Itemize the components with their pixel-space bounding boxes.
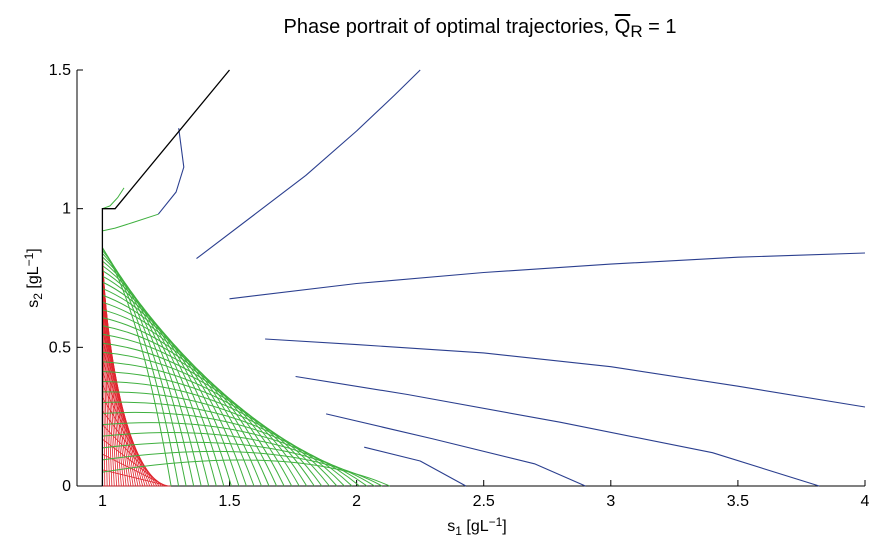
green-trajectory (102, 371, 323, 487)
green-trajectory (102, 361, 315, 487)
green-trajectory (102, 333, 293, 487)
chart-title-subscript: R (630, 22, 642, 41)
chart-title-suffix: = 1 (643, 16, 677, 38)
green-trajectory (102, 213, 159, 232)
blue-trajectory (325, 413, 586, 487)
green-trajectory (102, 432, 368, 487)
x-tick-label: 2.5 (473, 493, 495, 510)
chart-title-main: Phase portrait of optimal trajectories, (283, 16, 614, 38)
blue-trajectory (196, 69, 421, 260)
blue-trajectory (157, 128, 185, 215)
blue-trajectory (295, 375, 820, 487)
green-trajectory (102, 253, 195, 487)
y-tick-label: 0.5 (49, 339, 71, 356)
x-axis-label: s1 [gL−1] (447, 515, 507, 538)
green-trajectory (102, 411, 353, 487)
y-axis-label: s2 [gL−1] (22, 248, 45, 308)
green-trajectory (102, 381, 330, 487)
x-tick-label: 4 (861, 493, 870, 510)
y-tick-label: 1.5 (49, 62, 71, 79)
chart-title: Phase portrait of optimal trajectories, … (283, 16, 676, 41)
blue-trajectory (229, 252, 866, 300)
chart-title-symbol: Q (615, 16, 631, 38)
blue-trajectory (265, 338, 866, 408)
green-trajectory (102, 325, 285, 487)
blue-trajectory (364, 446, 467, 487)
green-trajectory (102, 256, 202, 487)
x-tick-label: 3.5 (727, 493, 749, 510)
x-tick-label: 3 (606, 493, 615, 510)
x-tick-label: 2 (352, 493, 361, 510)
green-trajectory (102, 422, 360, 487)
green-trajectory (102, 351, 308, 487)
x-tick-label: 1 (98, 493, 107, 510)
green-trajectory (102, 391, 338, 487)
green-trajectory (102, 265, 217, 487)
green-trajectory (102, 260, 210, 487)
green-trajectory (102, 187, 125, 210)
red-trajectory (102, 453, 167, 487)
plot-area: 1 1.5 2 2.5 3 3.5 4 0 0.5 1 1.5 (49, 62, 870, 510)
green-trajectory (102, 459, 390, 487)
x-tick-label: 1.5 (218, 493, 240, 510)
y-tick-label: 0 (62, 478, 71, 495)
y-tick-label: 1 (62, 201, 71, 218)
red-trajectory (102, 469, 169, 487)
feasible-region-boundary (101, 69, 231, 486)
green-trajectory (102, 401, 345, 487)
